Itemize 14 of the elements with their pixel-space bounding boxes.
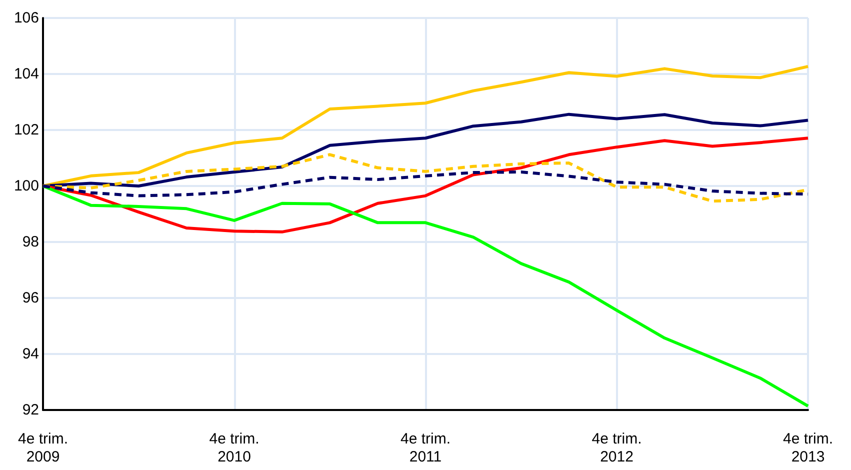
x-tick-label: 4e trim. 2012 xyxy=(592,430,642,466)
y-tick-label: 94 xyxy=(22,346,39,362)
y-tick-label: 98 xyxy=(22,234,39,250)
y-tick-label: 104 xyxy=(14,66,39,82)
y-tick-label: 106 xyxy=(14,10,39,26)
y-tick-label: 100 xyxy=(14,178,39,194)
x-tick-label: 4e trim. 2013 xyxy=(782,430,834,466)
x-tick-label: 4e trim. 2009 xyxy=(18,430,68,466)
y-tick-label: 92 xyxy=(22,402,39,418)
y-tick-label: 102 xyxy=(14,122,39,138)
line-series xyxy=(42,184,810,408)
x-tick-label: 4e trim. 2010 xyxy=(209,430,260,466)
y-tick-label: 96 xyxy=(22,290,39,306)
x-tick-label: 4e trim. 2011 xyxy=(400,430,451,466)
